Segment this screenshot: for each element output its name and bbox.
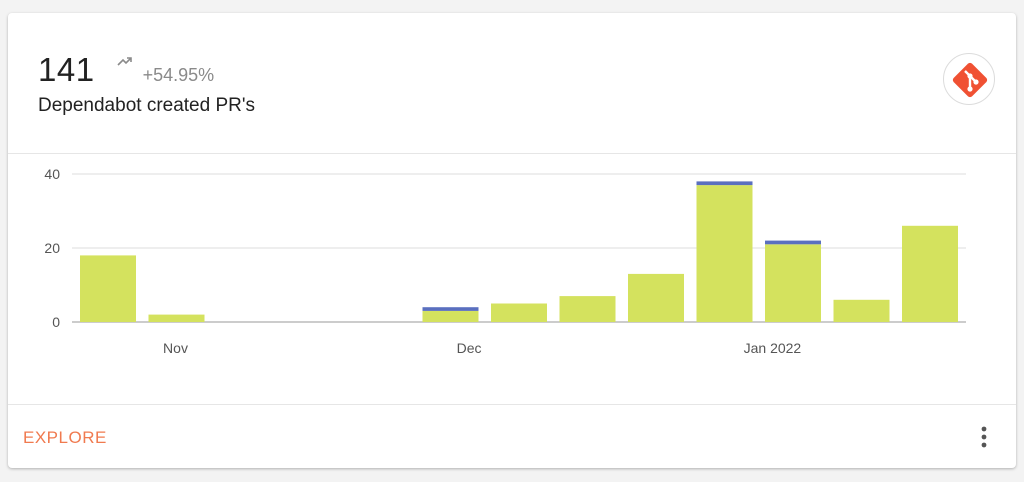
metric-label: Dependabot created PR's — [38, 95, 255, 116]
y-tick-label: 40 — [44, 166, 60, 182]
y-tick-label: 0 — [52, 314, 60, 330]
bar-2022-01-03-s1[interactable] — [765, 240, 821, 245]
x-tick-label: Dec — [457, 340, 482, 356]
metric-change: +54.95% — [142, 65, 215, 85]
bar-2021-12-13-s0[interactable] — [559, 296, 616, 322]
bar-2021-12-27-s0[interactable] — [696, 185, 753, 322]
x-tick-label: Jan 2022 — [744, 340, 802, 356]
bar-2021-11-01-s0[interactable] — [148, 314, 205, 322]
git-logo-icon — [943, 53, 995, 105]
bar-2022-01-10-s0[interactable] — [833, 299, 890, 322]
bar-2021-11-29-s0[interactable] — [422, 310, 479, 322]
card-footer: EXPLORE — [8, 404, 1016, 469]
metric-card: 141 +54.95% Dependabot created PR's — [8, 13, 1016, 468]
chart-area: 0 20 40 Nov Dec Jan 2022 — [8, 154, 1016, 404]
card-header: 141 +54.95% Dependabot created PR's — [8, 13, 1016, 154]
explore-button[interactable]: EXPLORE — [23, 428, 107, 447]
bar-2021-12-06-s0[interactable] — [491, 303, 547, 323]
bar-2022-01-03-s0[interactable] — [765, 244, 821, 322]
y-tick-label: 20 — [44, 240, 60, 256]
bar-2021-12-27-s1[interactable] — [696, 181, 753, 186]
bar-2021-12-20-s0[interactable] — [628, 273, 684, 322]
bar-2022-01-17-s0[interactable] — [902, 225, 958, 322]
metric-row: 141 +54.95% — [38, 51, 214, 89]
trending-up-icon — [116, 54, 133, 66]
more-vertical-icon[interactable] — [972, 424, 996, 450]
bar-chart: 0 20 40 Nov Dec Jan 2022 — [44, 166, 966, 356]
bar-2021-11-29-s1[interactable] — [422, 307, 479, 311]
x-tick-label: Nov — [163, 340, 188, 356]
bar-2021-10-25-s0[interactable] — [80, 255, 136, 322]
metric-value: 141 — [38, 51, 95, 88]
